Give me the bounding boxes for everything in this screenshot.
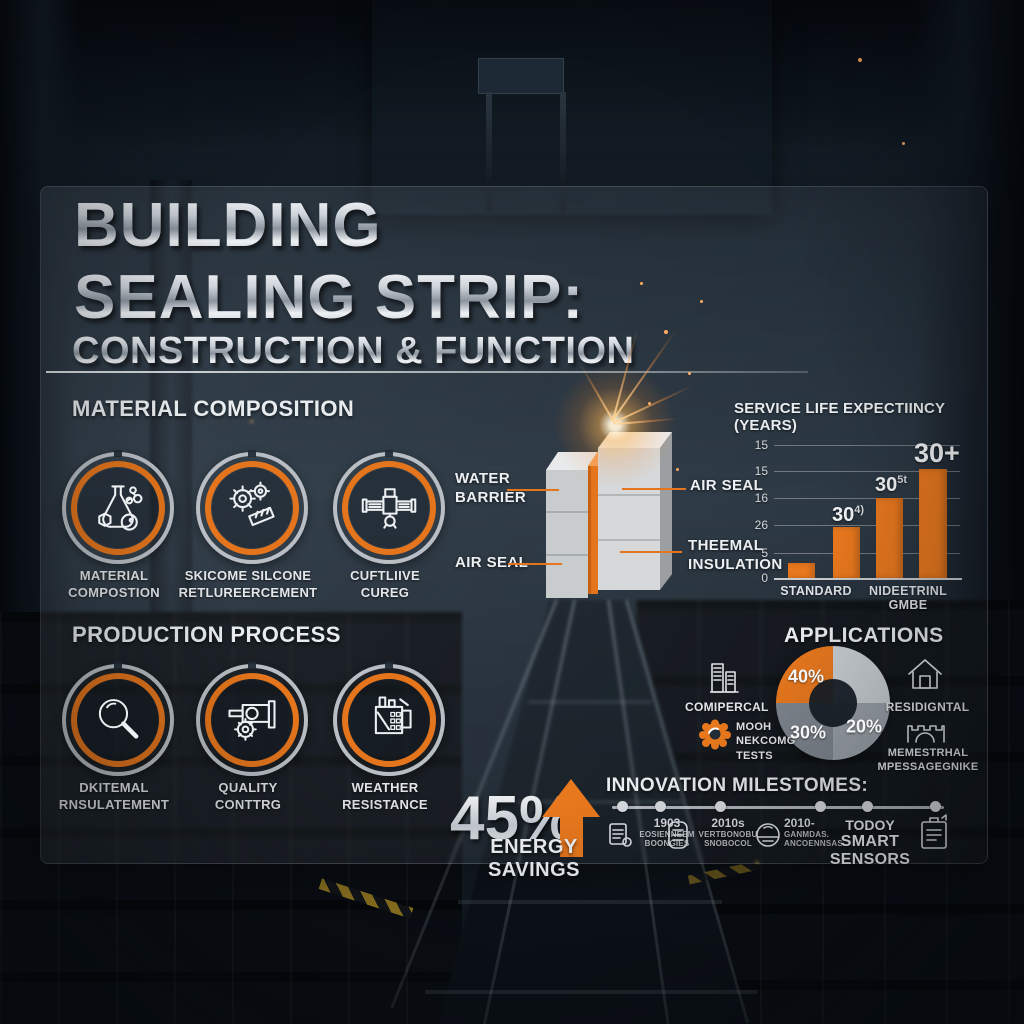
conveyor-tie <box>458 900 722 904</box>
conveyor-tie <box>425 990 757 994</box>
house-icon <box>908 659 942 689</box>
welding-glow <box>545 355 685 495</box>
timeline-dot <box>930 801 941 812</box>
y-axis-tick: 15 <box>754 464 768 478</box>
title-line-1: BUILDING <box>74 191 382 260</box>
air-seal-left-callout-line <box>508 563 562 565</box>
commercial-label: COMIPERCAL <box>685 700 769 714</box>
water-barrier-callout-line <box>507 489 559 491</box>
tests-label: MOOH NEKCOMG TESTS <box>736 721 796 762</box>
document-icon <box>609 823 632 847</box>
flask-molecule-icon <box>98 485 143 531</box>
timeline-dot <box>815 801 826 812</box>
background-light-speck <box>858 58 862 62</box>
bar-industrial-low <box>876 498 903 578</box>
material-section-heading: MATERIAL COMPOSITION <box>72 396 355 421</box>
background-light-speck <box>902 142 905 145</box>
timeline-dot <box>715 801 726 812</box>
material-circle-1 <box>62 450 174 564</box>
spark-dot <box>640 282 643 285</box>
service-life-chart-title: SERVICE LIFE EXPECTIINCY (YEARS) <box>734 400 945 434</box>
milestone-4: TODOY SMART SENSORS <box>829 817 911 868</box>
air-seal-right-callout-line <box>622 488 686 490</box>
production-circle-2 <box>196 662 308 776</box>
material-item-label: SKICOME SILCONE RETLUREERCEMENT <box>178 568 318 600</box>
energy-savings-label: ENERGY SAVINGS <box>487 836 581 881</box>
donut-percent-40: 40% <box>787 666 825 687</box>
material-circle-2 <box>196 450 308 564</box>
donut-percent-30: 30% <box>789 722 827 743</box>
y-axis-tick: 0 <box>761 571 768 585</box>
production-circle-1 <box>62 662 174 776</box>
tag-icon <box>668 821 688 849</box>
bar-standard-high <box>833 527 860 578</box>
residential-label: RESIDIGNTAL <box>885 700 970 714</box>
bar-value-label: 304) <box>832 504 865 526</box>
control-panel-icon <box>374 696 412 735</box>
spark-dot <box>700 300 703 303</box>
spark-dot <box>664 330 668 334</box>
timeline-dot <box>617 801 628 812</box>
thermal-insulation-callout-line <box>620 551 682 553</box>
seal-badge-icon <box>699 719 731 750</box>
production-item-label: DKITEMAL RNSULATEMENT <box>58 780 170 812</box>
buildings-icon <box>710 663 739 693</box>
background-top-beam <box>0 0 1024 150</box>
industrial-infrastructure-label: MEMESTRHAL MPESSAGEGNIKE <box>877 747 979 774</box>
donut-percent-20: 20% <box>845 716 883 737</box>
y-axis-tick: 15 <box>754 438 768 452</box>
title-line-2: SEALING STRIP: <box>74 263 585 332</box>
spark-dot <box>676 468 679 471</box>
bar-value-label: 30+ <box>914 438 960 468</box>
helmet-icon <box>756 823 780 847</box>
production-item-label: QUALITY CONTTRG <box>214 780 282 812</box>
bar-standard-low <box>788 563 815 578</box>
background-machine-display <box>478 58 564 94</box>
ring-notch <box>248 662 256 669</box>
material-circle-3 <box>333 450 445 564</box>
quality-machine-icon <box>228 700 276 741</box>
hazard-stripe <box>318 878 414 919</box>
spark-dot <box>688 372 691 375</box>
ring-notch <box>248 450 256 457</box>
bridge-icon <box>907 725 945 743</box>
ring-notch <box>114 450 122 457</box>
ring-notch <box>385 662 393 669</box>
clipboard-icon <box>921 814 947 849</box>
production-section-heading: PRODUCTION PROCESS <box>72 622 341 647</box>
timeline-dot <box>862 801 873 812</box>
x-axis-category: NIDEETRINL GMBE <box>869 584 947 612</box>
service-life-chart: SERVICE LIFE EXPECTIINCY (YEARS) 15 15 1… <box>728 392 974 612</box>
applications-heading: APPLICATIONS <box>784 624 944 647</box>
material-item-label: CUFTLIIVE CUREG <box>350 568 420 600</box>
ring-notch <box>114 662 122 669</box>
production-item-label: WEATHER RESISTANCE <box>342 780 428 812</box>
hazard-stripe <box>687 860 761 885</box>
up-arrow-icon <box>542 779 600 817</box>
magnifier-icon <box>98 699 139 739</box>
y-axis-tick: 5 <box>761 546 768 560</box>
gears-seal-strip-icon <box>229 481 275 527</box>
production-circle-3 <box>333 662 445 776</box>
bar-value-label: 305t <box>875 474 908 496</box>
milestones-heading: INNOVATION MILESTOMES: <box>606 775 869 796</box>
timeline-dot <box>655 801 666 812</box>
bar-industrial-high <box>919 469 947 578</box>
extruder-machine-icon <box>361 488 417 529</box>
title-divider <box>46 371 808 373</box>
ring-notch <box>385 450 393 457</box>
y-axis-tick: 26 <box>754 518 768 532</box>
x-axis-category: STANDARD <box>780 584 852 598</box>
y-axis-tick: 16 <box>754 491 768 505</box>
spark-dot <box>648 402 651 405</box>
title-line-3: CONSTRUCTION & FUNCTION <box>72 330 635 372</box>
x-axis-line <box>774 578 962 580</box>
background-gantry-crane <box>372 0 772 215</box>
material-item-label: MATERIAL COMPOSTION <box>68 568 160 600</box>
